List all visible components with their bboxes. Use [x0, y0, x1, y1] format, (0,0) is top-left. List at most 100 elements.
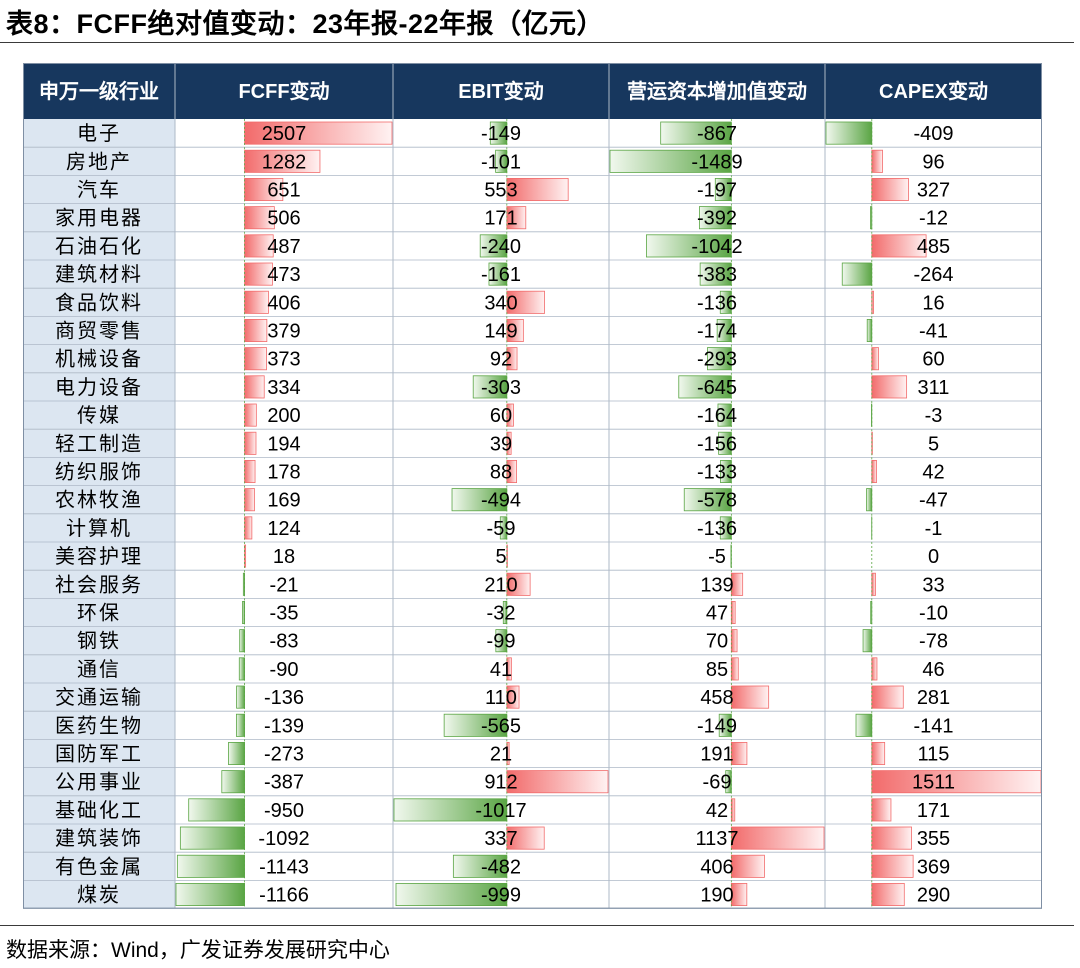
- value-label: 33: [922, 574, 944, 596]
- negative-bar: [176, 854, 245, 878]
- industry-label: 家用电器: [55, 207, 143, 230]
- positive-bar: [871, 572, 876, 596]
- value-label: -149: [697, 715, 737, 737]
- industry-label: 环保: [77, 602, 121, 625]
- positive-bar: [506, 431, 512, 455]
- positive-bar: [871, 234, 927, 258]
- value-label: -139: [264, 715, 304, 737]
- value-label: 171: [484, 208, 517, 230]
- value-label: 47: [706, 603, 728, 625]
- industry-label: 农林牧渔: [55, 489, 143, 512]
- value-label: 487: [267, 236, 300, 258]
- negative-bar: [699, 262, 732, 286]
- value-label: -999: [481, 885, 521, 907]
- industry-label: 交通运输: [55, 686, 143, 709]
- positive-bar: [506, 459, 517, 483]
- industry-label: 石油石化: [55, 235, 143, 258]
- value-label: -197: [697, 180, 737, 202]
- value-label: 139: [700, 574, 733, 596]
- positive-bar: [871, 347, 879, 371]
- positive-bar: [244, 347, 267, 371]
- value-label: 124: [267, 518, 300, 540]
- value-label: -136: [697, 518, 737, 540]
- negative-bar: [660, 121, 732, 145]
- positive-bar: [871, 883, 905, 907]
- value-label: -101: [481, 151, 521, 173]
- value-label: 115: [918, 744, 950, 766]
- negative-bar: [718, 713, 732, 737]
- column-header-4: CAPEX变动: [879, 79, 988, 103]
- positive-bar: [244, 121, 393, 145]
- industry-label: 美容护理: [55, 545, 143, 568]
- negative-bar: [393, 798, 508, 822]
- positive-bar: [871, 770, 1042, 794]
- negative-bar: [870, 601, 873, 625]
- value-label: 194: [267, 433, 300, 455]
- negative-bar: [395, 883, 508, 907]
- value-label: 1282: [262, 151, 307, 173]
- value-label: 553: [484, 180, 517, 202]
- positive-bar: [871, 854, 914, 878]
- value-label: -21: [270, 574, 299, 596]
- industry-label: 钢铁: [77, 630, 121, 653]
- positive-bar: [871, 178, 909, 202]
- positive-bar: [244, 149, 321, 173]
- negative-bar: [239, 629, 245, 653]
- positive-bar: [244, 318, 268, 342]
- industry-label: 传媒: [77, 404, 121, 427]
- negative-bar: [698, 206, 732, 230]
- industry-label: 建筑材料: [55, 263, 143, 286]
- negative-bar: [242, 601, 245, 625]
- positive-bar: [244, 206, 275, 230]
- value-label: -240: [481, 236, 521, 258]
- negative-bar: [236, 685, 245, 709]
- value-label: -1092: [258, 828, 309, 850]
- negative-bar: [866, 318, 873, 342]
- positive-bar: [506, 318, 524, 342]
- negative-bar: [235, 713, 245, 737]
- column-header-3: 营运资本增加值变动: [627, 79, 807, 103]
- industry-label: 基础化工: [55, 799, 143, 822]
- value-label: 379: [267, 321, 300, 343]
- value-label: 1137: [695, 828, 738, 850]
- positive-bar: [871, 798, 892, 822]
- positive-bar: [730, 742, 748, 766]
- positive-bar: [506, 290, 545, 314]
- value-label: 92: [490, 349, 512, 371]
- page-title: 表8：FCFF绝对值变动：23年报-22年报（亿元）: [6, 9, 605, 39]
- negative-bar: [495, 149, 508, 173]
- value-label: -161: [481, 264, 521, 286]
- value-label: 912: [484, 772, 517, 794]
- value-label: 21: [490, 744, 512, 766]
- positive-bar: [871, 685, 904, 709]
- positive-bar: [506, 347, 518, 371]
- value-label: -59: [487, 518, 516, 540]
- value-label: -273: [264, 744, 304, 766]
- negative-bar: [825, 121, 873, 145]
- value-label: -35: [270, 603, 299, 625]
- positive-bar: [730, 572, 744, 596]
- value-label: 373: [267, 349, 300, 371]
- value-label: 60: [490, 405, 512, 427]
- industry-label: 纺织服饰: [55, 461, 143, 484]
- value-label: 149: [484, 321, 517, 343]
- value-label: 16: [922, 292, 944, 314]
- industry-label: 医药生物: [55, 714, 143, 737]
- negative-bar: [502, 601, 508, 625]
- value-label: -1489: [691, 151, 742, 173]
- data-bar-table: 申万一级行业 FCFF变动 EBIT变动 营运资本增加值变动 CAPEX变动 电子 2507…: [23, 63, 1042, 909]
- value-label: -41: [919, 321, 948, 343]
- positive-bar: [244, 290, 269, 314]
- positive-bar: [244, 459, 256, 483]
- value-label: -12: [919, 208, 948, 230]
- negative-bar: [238, 657, 245, 681]
- positive-bar: [730, 883, 748, 907]
- negative-bar: [719, 290, 732, 314]
- industry-label: 公用事业: [55, 771, 143, 794]
- value-label: 355: [917, 828, 950, 850]
- value-label: -99: [487, 631, 516, 653]
- value-label: 485: [917, 236, 950, 258]
- title-divider: [0, 42, 1074, 43]
- negative-bar: [725, 770, 732, 794]
- negative-bar: [855, 713, 873, 737]
